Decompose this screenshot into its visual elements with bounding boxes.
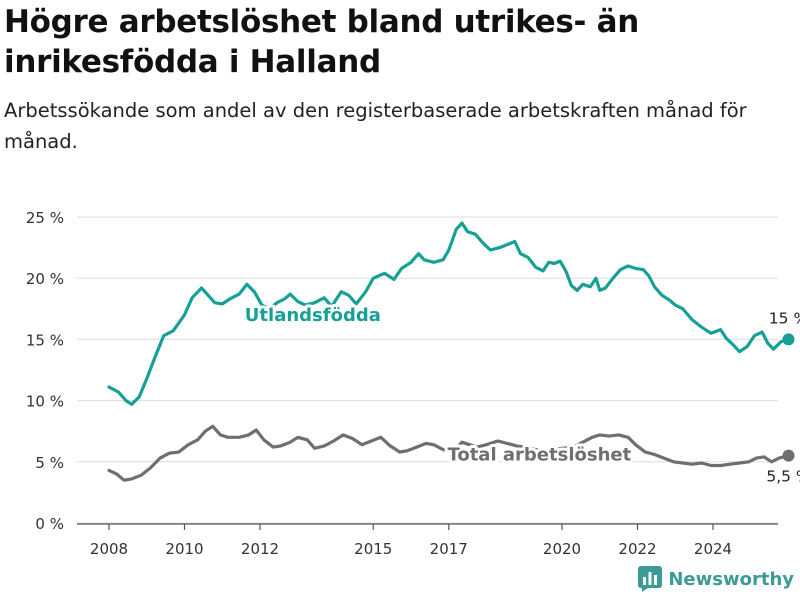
series-annotation-0: Utlandsfödda	[245, 305, 381, 326]
bar-chart-logo-icon	[638, 566, 663, 592]
logo-text: Newsworthy	[668, 568, 794, 590]
series-end-point-1	[782, 449, 795, 462]
x-tick-label: 2008	[90, 540, 128, 558]
series-end-point-0	[782, 333, 795, 346]
chart-subtitle: Arbetssökande som andel av den registerb…	[4, 99, 747, 153]
x-tick-label: 2020	[543, 540, 581, 558]
chart-title: Högre arbetslöshet bland utrikes- än inr…	[4, 4, 640, 80]
x-tick-label: 2017	[430, 540, 468, 558]
y-tick-label: 10 %	[26, 393, 64, 411]
x-tick-label: 2010	[165, 540, 203, 558]
y-tick-label: 20 %	[26, 270, 64, 288]
x-tick-label: 2012	[241, 540, 279, 558]
series-end-label-0: 15 %	[769, 309, 800, 327]
x-tick-label: 2022	[618, 540, 656, 558]
x-tick-label: 2015	[354, 540, 392, 558]
y-tick-label: 25 %	[26, 209, 64, 227]
y-tick-label: 5 %	[35, 454, 64, 472]
series-end-label-1: 5,5 %	[766, 468, 800, 486]
series-annotation-1: Total arbetslöshet	[447, 444, 631, 465]
series-line-0	[107, 221, 791, 406]
y-tick-label: 0 %	[35, 515, 64, 533]
series-line-1	[107, 424, 791, 482]
newsworthy-logo: Newsworthy	[638, 566, 794, 592]
x-tick-label: 2024	[694, 540, 732, 558]
y-tick-label: 15 %	[26, 331, 64, 349]
